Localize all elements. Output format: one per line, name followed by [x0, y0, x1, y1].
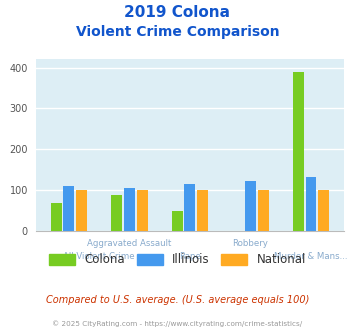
- Text: Robbery: Robbery: [233, 239, 268, 248]
- Bar: [51, 203, 61, 231]
- Bar: [197, 190, 208, 231]
- Bar: [318, 190, 329, 231]
- Text: 2019 Colona: 2019 Colona: [125, 5, 230, 20]
- Bar: [245, 181, 256, 231]
- Text: Compared to U.S. average. (U.S. average equals 100): Compared to U.S. average. (U.S. average …: [46, 295, 309, 305]
- Bar: [137, 190, 148, 231]
- Text: © 2025 CityRating.com - https://www.cityrating.com/crime-statistics/: © 2025 CityRating.com - https://www.city…: [53, 320, 302, 327]
- Bar: [63, 186, 74, 231]
- Bar: [185, 183, 195, 231]
- Text: Violent Crime Comparison: Violent Crime Comparison: [76, 25, 279, 39]
- Legend: Colona, Illinois, National: Colona, Illinois, National: [49, 253, 306, 266]
- Bar: [111, 195, 122, 231]
- Bar: [306, 177, 317, 231]
- Text: Rape: Rape: [179, 252, 201, 261]
- Text: Murder & Mans...: Murder & Mans...: [274, 252, 348, 261]
- Text: All Violent Crime: All Violent Crime: [63, 252, 135, 261]
- Bar: [124, 188, 135, 231]
- Bar: [76, 190, 87, 231]
- Text: Aggravated Assault: Aggravated Assault: [87, 239, 171, 248]
- Bar: [172, 212, 183, 231]
- Bar: [293, 72, 304, 231]
- Bar: [258, 190, 269, 231]
